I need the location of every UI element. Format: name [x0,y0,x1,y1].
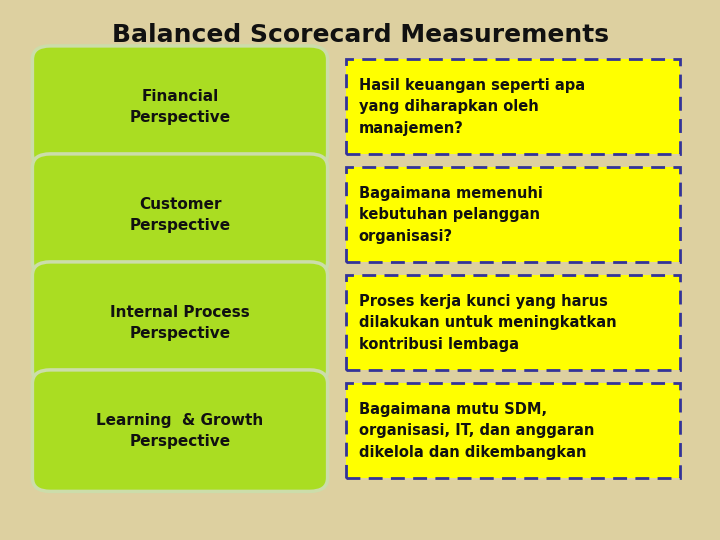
Text: Learning  & Growth
Perspective: Learning & Growth Perspective [96,413,264,449]
FancyBboxPatch shape [346,383,680,478]
Text: Internal Process
Perspective: Internal Process Perspective [110,305,250,341]
FancyBboxPatch shape [346,275,680,370]
FancyBboxPatch shape [32,370,328,491]
Text: Proses kerja kunci yang harus
dilakukan untuk meningkatkan
kontribusi lembaga: Proses kerja kunci yang harus dilakukan … [359,294,616,352]
FancyBboxPatch shape [346,167,680,262]
FancyBboxPatch shape [32,154,328,275]
Text: Bagaimana memenuhi
kebutuhan pelanggan
organisasi?: Bagaimana memenuhi kebutuhan pelanggan o… [359,186,542,244]
Text: Customer
Perspective: Customer Perspective [130,197,230,233]
FancyBboxPatch shape [346,59,680,154]
Text: Balanced Scorecard Measurements: Balanced Scorecard Measurements [112,23,608,47]
Text: Hasil keuangan seperti apa
yang diharapkan oleh
manajemen?: Hasil keuangan seperti apa yang diharapk… [359,78,585,136]
FancyBboxPatch shape [32,46,328,167]
Text: Bagaimana mutu SDM,
organisasi, IT, dan anggaran
dikelola dan dikembangkan: Bagaimana mutu SDM, organisasi, IT, dan … [359,402,594,460]
FancyBboxPatch shape [32,262,328,383]
Text: Financial
Perspective: Financial Perspective [130,89,230,125]
